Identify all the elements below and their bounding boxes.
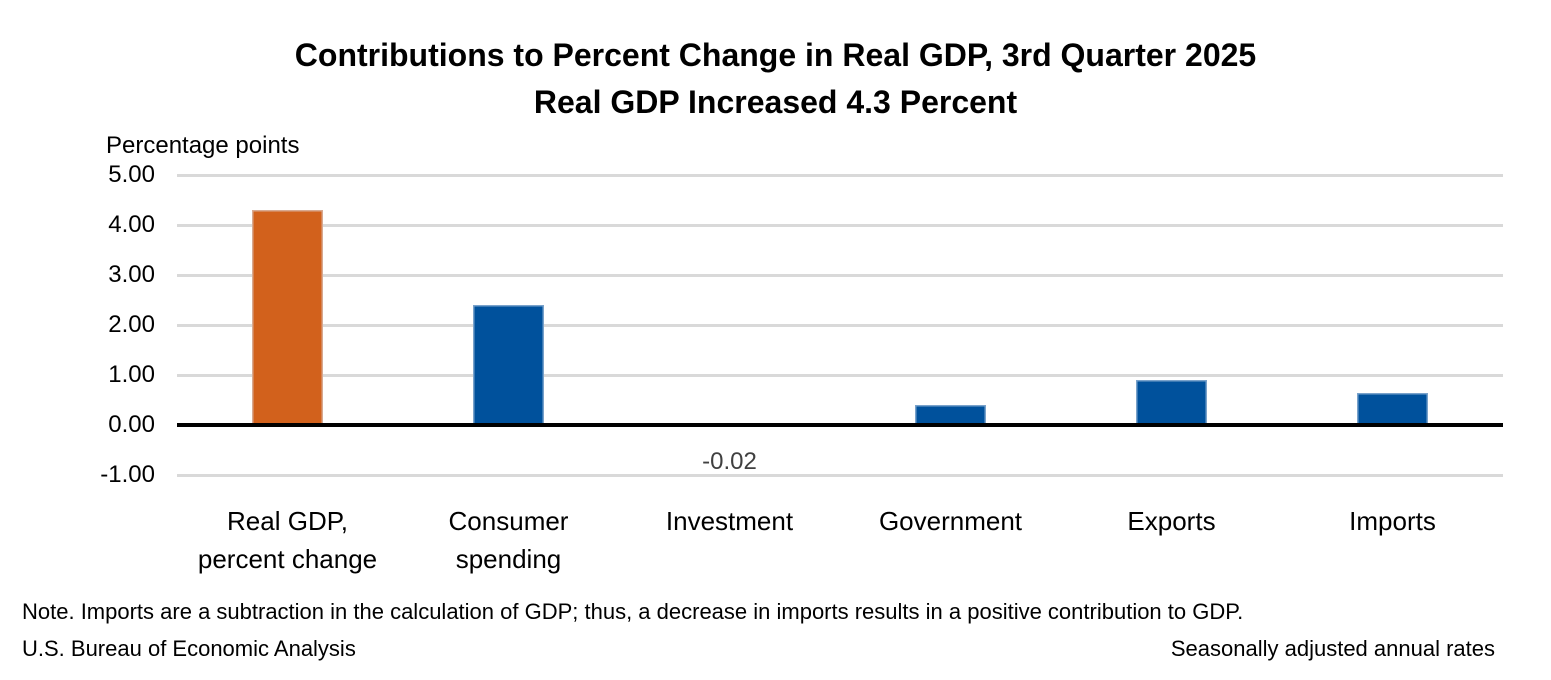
y-tick-label: -1.00 xyxy=(100,461,155,488)
value-label: -0.02 xyxy=(702,448,757,475)
gridline xyxy=(177,274,1503,277)
note-text: Note. Imports are a subtraction in the c… xyxy=(22,599,1244,624)
category-label: Exports xyxy=(1127,506,1216,536)
y-tick-label: 2.00 xyxy=(108,311,155,338)
y-tick-label: 3.00 xyxy=(108,261,155,288)
y-tick-label: 4.00 xyxy=(108,211,155,238)
category-label: Consumer spending xyxy=(448,506,569,574)
category-label: Government xyxy=(878,506,1023,536)
bar-real-gdp-percent-change xyxy=(252,210,323,425)
chart-title: Contributions to Percent Change in Real … xyxy=(0,32,1551,126)
chart-subtitle: Real GDP Increased 4.3 Percent xyxy=(533,84,1018,120)
category-label: Investment xyxy=(665,506,794,536)
y-axis-unit-label: Percentage points xyxy=(106,132,300,159)
chart-title-line1: Contributions to Percent Change in Real … xyxy=(294,37,1257,73)
gridline xyxy=(177,224,1503,227)
rates-text: Seasonally adjusted annual rates xyxy=(1170,636,1495,661)
bar-exports xyxy=(1136,380,1207,425)
y-tick-label: 1.00 xyxy=(108,361,155,388)
gridline xyxy=(177,374,1503,377)
bar-government xyxy=(915,405,986,425)
y-tick-label: 5.00 xyxy=(108,161,155,188)
category-label: Real GDP, percent change xyxy=(197,506,378,574)
source-text: U.S. Bureau of Economic Analysis xyxy=(22,636,356,661)
gridline xyxy=(177,324,1503,327)
gridline xyxy=(177,174,1503,177)
bar-consumer-spending xyxy=(473,305,544,425)
bar-imports xyxy=(1357,392,1428,425)
category-label: Imports xyxy=(1349,506,1436,536)
x-axis-line xyxy=(177,423,1503,427)
y-tick-label: 0.00 xyxy=(108,411,155,438)
gridline xyxy=(177,474,1503,477)
